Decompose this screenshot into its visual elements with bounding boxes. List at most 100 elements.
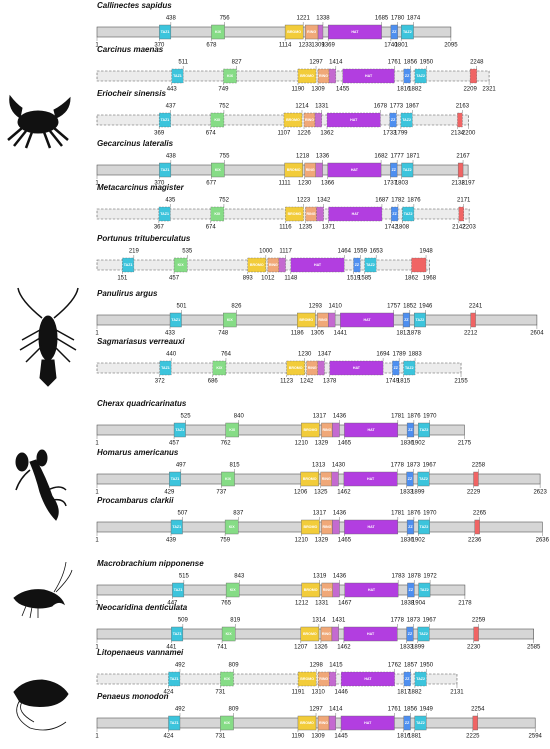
end-position: 1856 — [404, 707, 418, 713]
start-label: 1 — [95, 441, 99, 447]
end-position: 1223 — [297, 198, 311, 204]
domain-label: ZZ — [392, 212, 397, 216]
domain-label: KIX — [216, 366, 223, 370]
domain-label: TAZ2 — [403, 168, 412, 172]
start-position: 1111 — [279, 181, 292, 187]
start-position: 1808 — [396, 225, 410, 231]
end-position: 515 — [179, 574, 190, 580]
domain-box — [317, 360, 325, 376]
domain-box — [343, 626, 398, 642]
end-position: 1297 — [309, 707, 323, 713]
start-position: 369 — [154, 131, 165, 137]
end-position: 1778 — [391, 618, 405, 624]
lobster-icon — [17, 287, 79, 387]
start-position: 1230 — [298, 181, 312, 187]
end-position: 511 — [178, 60, 188, 66]
domain-label: BROMO — [300, 677, 314, 681]
domain-box — [418, 519, 430, 535]
start-position: 1462 — [337, 645, 351, 651]
end-position: 1218 — [296, 154, 310, 160]
start-position: 1803 — [395, 181, 409, 187]
domain-label: KIX — [230, 588, 237, 592]
domain-box — [474, 519, 480, 535]
domain-label: ZZ — [405, 74, 410, 78]
domain-label: TAZ2 — [416, 721, 425, 725]
domain-box — [327, 162, 382, 178]
domain-box — [341, 671, 395, 687]
domain-label: ZZ — [408, 428, 413, 432]
start-position: 447 — [167, 601, 178, 607]
end-position: 525 — [181, 414, 192, 420]
domain-label: HAT — [350, 118, 358, 122]
domain-label: TAZ1 — [173, 74, 182, 78]
domain-box — [283, 112, 303, 128]
domain-label: BROMO — [303, 632, 317, 636]
end-position: 837 — [233, 511, 244, 517]
domain-box — [221, 471, 235, 487]
protein-row: Metacarcinus magister 2203 TAZ1 367 435 KIX 67… — [96, 183, 476, 231]
domain-box — [340, 715, 395, 731]
start-position: 1467 — [338, 601, 352, 607]
domain-box — [353, 257, 361, 273]
domain-box — [223, 68, 237, 84]
start-position: 1899 — [411, 645, 425, 651]
domain-box — [457, 162, 464, 178]
end-position: 438 — [166, 154, 177, 160]
start-position: 1190 — [291, 87, 305, 93]
protein-bar — [96, 362, 462, 374]
protein-row: Carcinus maenas 2321 TAZ1 443 511 KIX 749 827 BR… — [96, 45, 496, 93]
start-position: 1226 — [297, 131, 311, 137]
domain-box — [473, 471, 479, 487]
start-label: 1 — [95, 331, 99, 337]
end-position: 1297 — [309, 60, 323, 66]
domain-box — [340, 312, 394, 328]
domain-box — [159, 360, 172, 376]
domain-box — [403, 360, 416, 376]
end-position: 819 — [230, 618, 241, 624]
protein-row: Macrobrachium nipponense 1 2178 TAZ1 447 515 K… — [95, 559, 472, 606]
end-position: 1685 — [375, 16, 389, 22]
domain-label: TAZ1 — [172, 525, 181, 529]
protein-bar — [96, 164, 469, 176]
end-label: 2604 — [530, 331, 544, 337]
domain-label: HAT — [368, 588, 376, 592]
start-position: 1445 — [334, 734, 348, 740]
domain-label: KIX — [229, 525, 236, 529]
start-position: 1362 — [320, 131, 334, 137]
domain-label: BROMO — [303, 428, 317, 432]
domain-label: HAT — [367, 477, 375, 481]
domain-label: BROMO — [300, 721, 314, 725]
domain-box — [300, 626, 320, 642]
domain-box — [414, 671, 427, 687]
start-position: 457 — [169, 276, 180, 282]
end-position: 1950 — [420, 663, 434, 669]
domain-box — [344, 519, 399, 535]
domain-box — [210, 112, 225, 128]
domain-label: HAT — [314, 263, 322, 267]
start-position: 441 — [166, 645, 177, 651]
start-position: 1904 — [412, 601, 426, 607]
end-position: 2241 — [469, 304, 483, 310]
start-position: 2142 — [452, 225, 466, 231]
domain-box — [414, 715, 427, 731]
end-position: 1430 — [332, 463, 346, 469]
end-position: 501 — [176, 304, 187, 310]
domain-box — [342, 68, 395, 84]
end-position: 1873 — [407, 463, 421, 469]
domain-label: RING — [323, 588, 332, 592]
end-position: 1950 — [420, 60, 434, 66]
domain-label: HAT — [351, 30, 359, 34]
domain-box — [158, 112, 171, 128]
start-position: 1882 — [408, 690, 422, 696]
end-position: 1331 — [315, 104, 329, 110]
end-position: 755 — [219, 154, 230, 160]
start-position: 1812 — [396, 331, 410, 337]
domain-box — [407, 582, 415, 598]
species-name: Neocaridina denticulata — [97, 603, 188, 612]
domain-label: KIX — [227, 318, 234, 322]
start-label: 1 — [95, 734, 99, 740]
start-position: 2212 — [464, 331, 478, 337]
domain-box — [469, 68, 477, 84]
start-position: 1815 — [397, 379, 411, 385]
domain-label: KIX — [178, 263, 185, 267]
